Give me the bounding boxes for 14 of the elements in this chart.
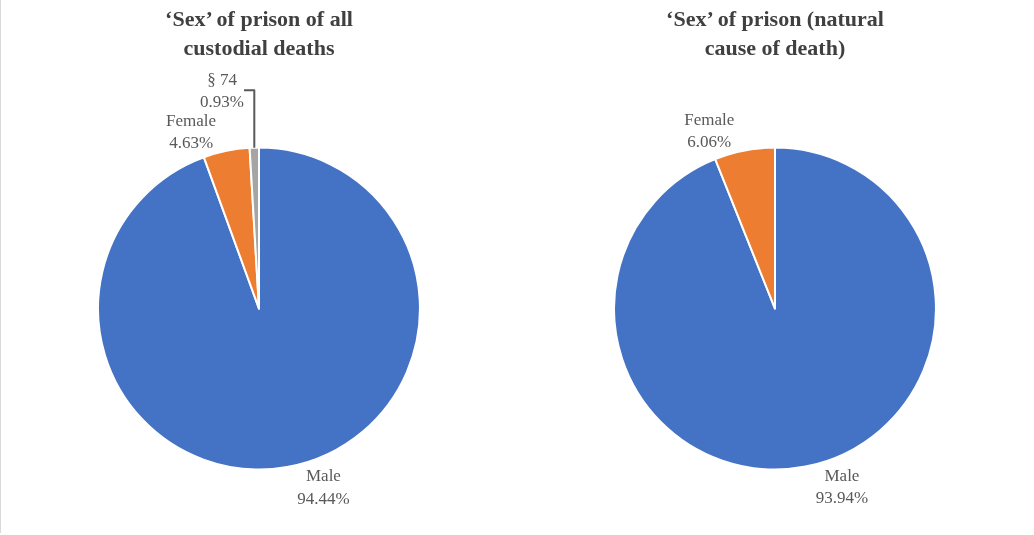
data-label: 4.63% [169,132,214,152]
data-label: 0.93% [200,91,245,111]
chart-title: ‘Sex’ of prison of all custodial deaths [165,6,353,60]
pie-slice [97,146,421,471]
data-label: 6.06% [687,132,732,152]
slice-label: Male [305,466,341,486]
data-label: 93.94% [815,487,869,507]
slice-label: Male [824,465,860,485]
slice-label: Female [166,110,217,130]
slice-label: § 74 [207,69,238,89]
chart-title: ‘Sex’ of prison (natural cause of death) [666,6,884,60]
pie-slice [613,146,937,471]
slice-label: Female [684,110,735,130]
data-label: 94.44% [297,488,350,508]
